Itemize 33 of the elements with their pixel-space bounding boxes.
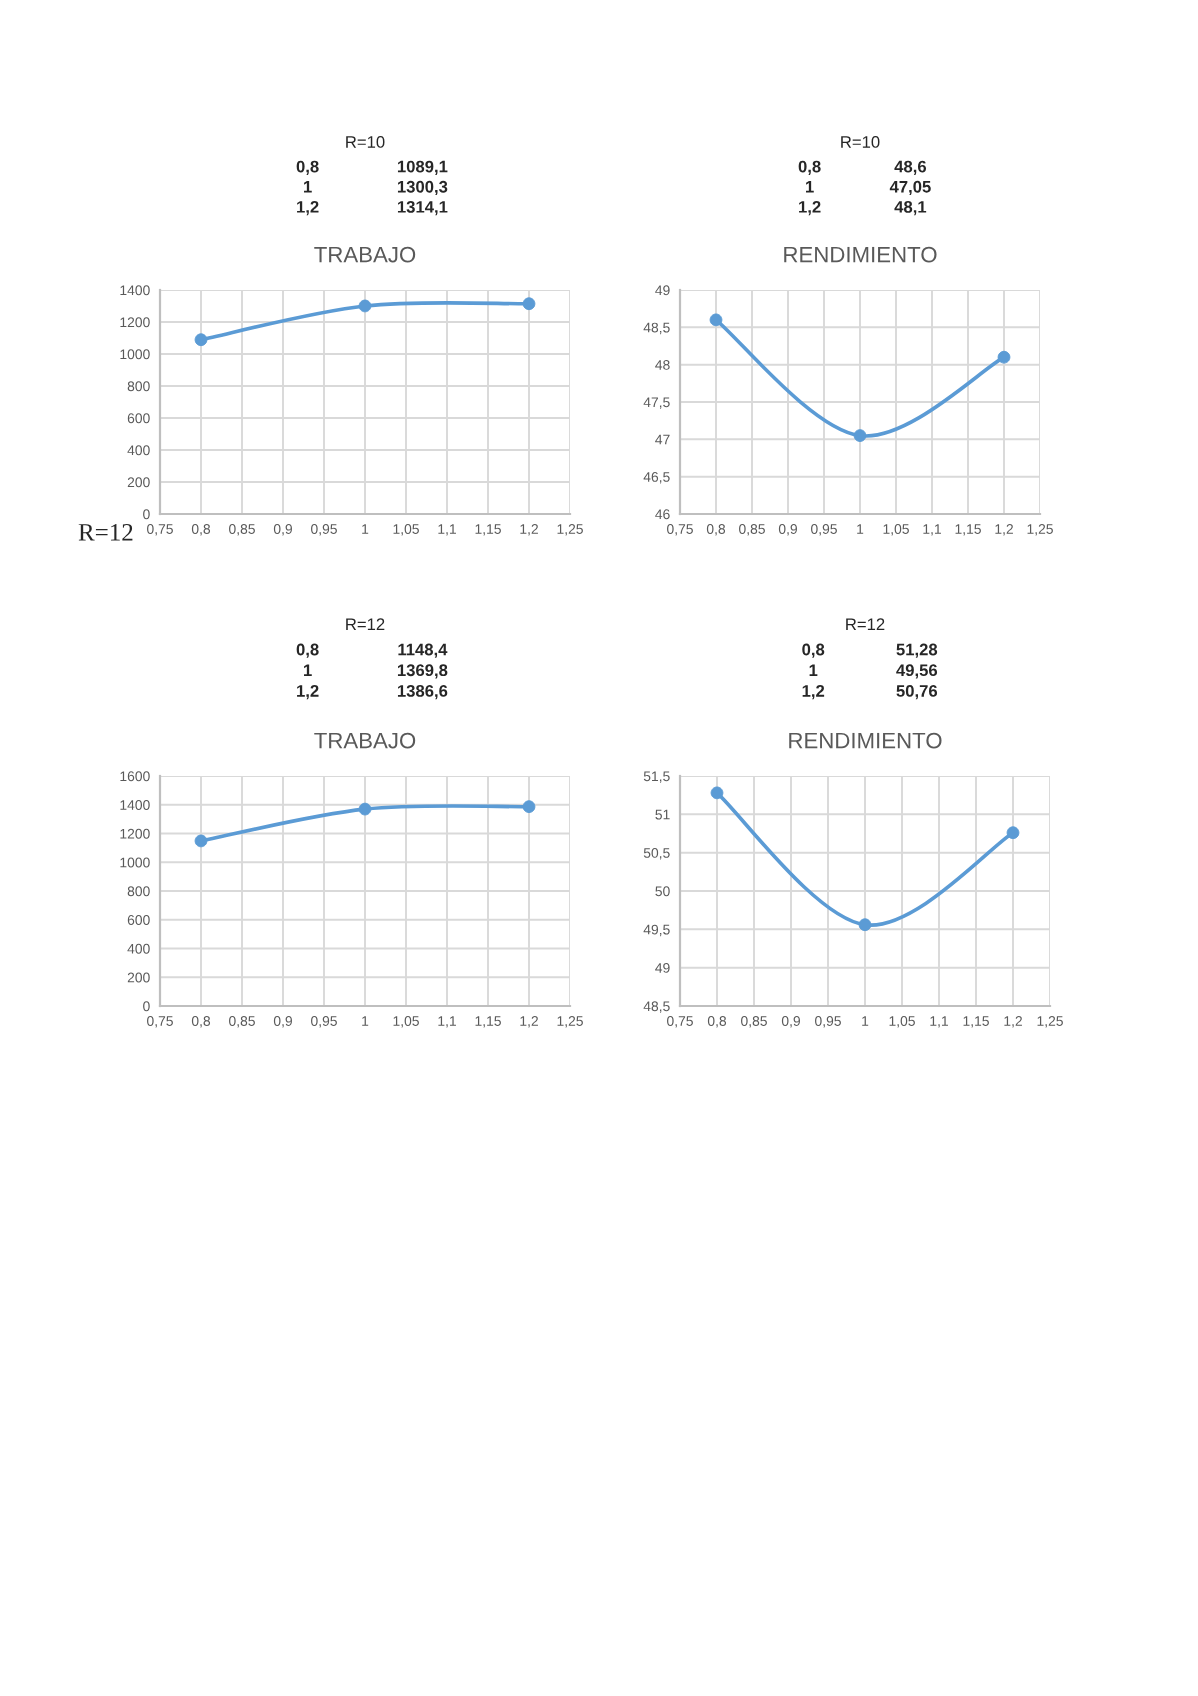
text: 1,2 — [799, 200, 821, 216]
text: 51,28 — [896, 643, 938, 658]
chart-title: RENDIMIENTO — [784, 246, 937, 263]
chart-subtitle: R=10 — [841, 136, 880, 148]
text: 1300,3 — [397, 180, 448, 196]
chart-title: RENDIMIENTO — [789, 732, 942, 749]
text: 1 — [809, 664, 818, 676]
chart-subtitle: R=10 — [346, 136, 385, 148]
text: 1089,1 — [397, 160, 448, 175]
chart-subtitle: R=12 — [346, 618, 385, 630]
text: 47,05 — [889, 180, 931, 196]
text: 0,8 — [802, 643, 825, 658]
text: 0,8 — [296, 160, 319, 175]
text: 1 — [304, 181, 312, 193]
text: 50,76 — [896, 685, 938, 700]
text: 0,8 — [296, 643, 319, 658]
text: 0,8 — [798, 160, 821, 175]
text: 1 — [304, 664, 312, 676]
text: R=12 — [78, 523, 133, 541]
chart-title: TRABAJO — [314, 732, 416, 749]
text: 1,2 — [802, 685, 825, 700]
text: 1 — [806, 181, 814, 193]
text: 1369,8 — [397, 664, 448, 679]
text: 1386,6 — [397, 685, 448, 700]
text: 1314,1 — [397, 200, 448, 216]
text: 48,1 — [894, 200, 927, 216]
text: 48,6 — [894, 160, 927, 175]
text: 1,2 — [297, 685, 319, 700]
chart-title: TRABAJO — [314, 246, 416, 263]
text: 1148,4 — [398, 643, 448, 658]
text: 1,2 — [297, 200, 319, 216]
text: 49,56 — [896, 664, 938, 679]
chart-subtitle: R=12 — [846, 618, 885, 630]
